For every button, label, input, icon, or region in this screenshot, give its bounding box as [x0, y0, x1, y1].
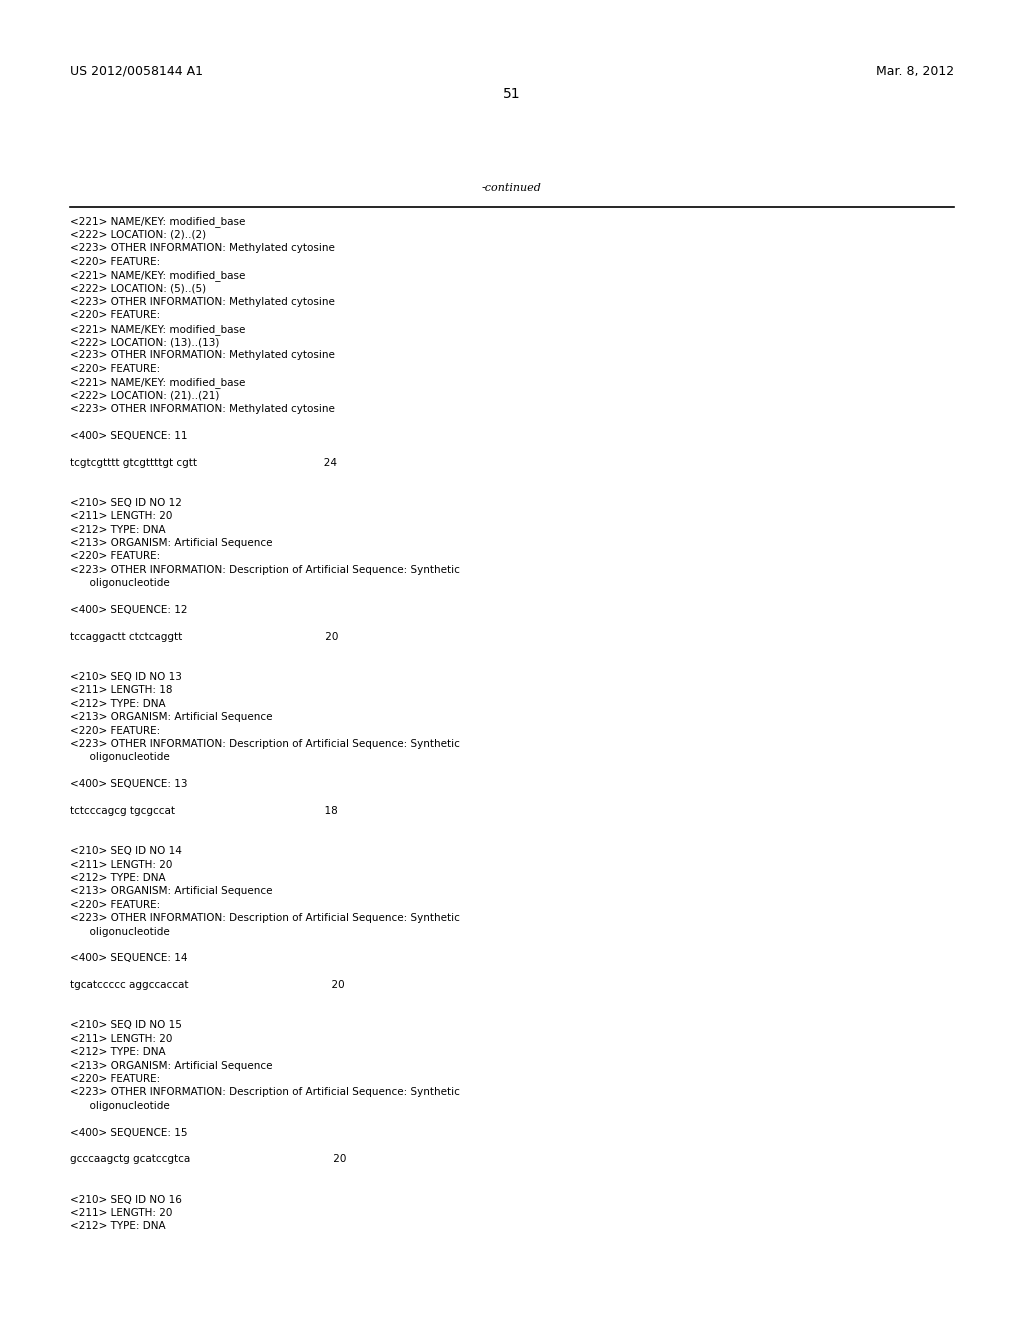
Text: <223> OTHER INFORMATION: Description of Artificial Sequence: Synthetic: <223> OTHER INFORMATION: Description of … [70, 1088, 460, 1097]
Text: <220> FEATURE:: <220> FEATURE: [70, 256, 160, 267]
Text: <400> SEQUENCE: 11: <400> SEQUENCE: 11 [70, 430, 187, 441]
Text: <222> LOCATION: (5)..(5): <222> LOCATION: (5)..(5) [70, 284, 206, 293]
Text: <400> SEQUENCE: 13: <400> SEQUENCE: 13 [70, 779, 187, 789]
Text: <210> SEQ ID NO 16: <210> SEQ ID NO 16 [70, 1195, 181, 1205]
Text: <212> TYPE: DNA: <212> TYPE: DNA [70, 1047, 165, 1057]
Text: <211> LENGTH: 20: <211> LENGTH: 20 [70, 1208, 172, 1218]
Text: <223> OTHER INFORMATION: Methylated cytosine: <223> OTHER INFORMATION: Methylated cyto… [70, 297, 335, 306]
Text: tctcccagcg tgcgccat                                              18: tctcccagcg tgcgccat 18 [70, 807, 337, 816]
Text: 51: 51 [503, 87, 521, 102]
Text: <212> TYPE: DNA: <212> TYPE: DNA [70, 524, 165, 535]
Text: <220> FEATURE:: <220> FEATURE: [70, 364, 160, 374]
Text: gcccaagctg gcatccgtca                                            20: gcccaagctg gcatccgtca 20 [70, 1154, 346, 1164]
Text: <400> SEQUENCE: 14: <400> SEQUENCE: 14 [70, 953, 187, 964]
Text: <220> FEATURE:: <220> FEATURE: [70, 1074, 160, 1084]
Text: US 2012/0058144 A1: US 2012/0058144 A1 [70, 65, 203, 78]
Text: <211> LENGTH: 20: <211> LENGTH: 20 [70, 859, 172, 870]
Text: <213> ORGANISM: Artificial Sequence: <213> ORGANISM: Artificial Sequence [70, 1060, 272, 1071]
Text: tgcatccccc aggccaccat                                            20: tgcatccccc aggccaccat 20 [70, 981, 344, 990]
Text: <222> LOCATION: (13)..(13): <222> LOCATION: (13)..(13) [70, 337, 219, 347]
Text: Mar. 8, 2012: Mar. 8, 2012 [877, 65, 954, 78]
Text: <212> TYPE: DNA: <212> TYPE: DNA [70, 873, 165, 883]
Text: <223> OTHER INFORMATION: Description of Artificial Sequence: Synthetic: <223> OTHER INFORMATION: Description of … [70, 739, 460, 748]
Text: <211> LENGTH: 20: <211> LENGTH: 20 [70, 1034, 172, 1044]
Text: <210> SEQ ID NO 14: <210> SEQ ID NO 14 [70, 846, 181, 857]
Text: <220> FEATURE:: <220> FEATURE: [70, 310, 160, 321]
Text: <213> ORGANISM: Artificial Sequence: <213> ORGANISM: Artificial Sequence [70, 887, 272, 896]
Text: <213> ORGANISM: Artificial Sequence: <213> ORGANISM: Artificial Sequence [70, 539, 272, 548]
Text: oligonucleotide: oligonucleotide [70, 752, 169, 763]
Text: <223> OTHER INFORMATION: Description of Artificial Sequence: Synthetic: <223> OTHER INFORMATION: Description of … [70, 565, 460, 574]
Text: -continued: -continued [482, 182, 542, 193]
Text: <400> SEQUENCE: 15: <400> SEQUENCE: 15 [70, 1127, 187, 1138]
Text: <221> NAME/KEY: modified_base: <221> NAME/KEY: modified_base [70, 323, 245, 334]
Text: <222> LOCATION: (21)..(21): <222> LOCATION: (21)..(21) [70, 391, 219, 401]
Text: <211> LENGTH: 20: <211> LENGTH: 20 [70, 511, 172, 521]
Text: <210> SEQ ID NO 13: <210> SEQ ID NO 13 [70, 672, 181, 682]
Text: <213> ORGANISM: Artificial Sequence: <213> ORGANISM: Artificial Sequence [70, 713, 272, 722]
Text: <223> OTHER INFORMATION: Methylated cytosine: <223> OTHER INFORMATION: Methylated cyto… [70, 404, 335, 414]
Text: oligonucleotide: oligonucleotide [70, 1101, 169, 1110]
Text: <221> NAME/KEY: modified_base: <221> NAME/KEY: modified_base [70, 271, 245, 281]
Text: <221> NAME/KEY: modified_base: <221> NAME/KEY: modified_base [70, 216, 245, 227]
Text: <212> TYPE: DNA: <212> TYPE: DNA [70, 1221, 165, 1232]
Text: tcgtcgtttt gtcgttttgt cgtt                                       24: tcgtcgtttt gtcgttttgt cgtt 24 [70, 458, 337, 467]
Text: <220> FEATURE:: <220> FEATURE: [70, 900, 160, 909]
Text: <400> SEQUENCE: 12: <400> SEQUENCE: 12 [70, 605, 187, 615]
Text: <211> LENGTH: 18: <211> LENGTH: 18 [70, 685, 172, 696]
Text: <210> SEQ ID NO 12: <210> SEQ ID NO 12 [70, 498, 181, 508]
Text: <220> FEATURE:: <220> FEATURE: [70, 552, 160, 561]
Text: <223> OTHER INFORMATION: Description of Artificial Sequence: Synthetic: <223> OTHER INFORMATION: Description of … [70, 913, 460, 923]
Text: <220> FEATURE:: <220> FEATURE: [70, 726, 160, 735]
Text: tccaggactt ctctcaggtt                                            20: tccaggactt ctctcaggtt 20 [70, 632, 338, 642]
Text: <221> NAME/KEY: modified_base: <221> NAME/KEY: modified_base [70, 378, 245, 388]
Text: <210> SEQ ID NO 15: <210> SEQ ID NO 15 [70, 1020, 181, 1031]
Text: <223> OTHER INFORMATION: Methylated cytosine: <223> OTHER INFORMATION: Methylated cyto… [70, 351, 335, 360]
Text: <212> TYPE: DNA: <212> TYPE: DNA [70, 698, 165, 709]
Text: <223> OTHER INFORMATION: Methylated cytosine: <223> OTHER INFORMATION: Methylated cyto… [70, 243, 335, 253]
Text: oligonucleotide: oligonucleotide [70, 578, 169, 589]
Text: <222> LOCATION: (2)..(2): <222> LOCATION: (2)..(2) [70, 230, 206, 240]
Text: oligonucleotide: oligonucleotide [70, 927, 169, 937]
